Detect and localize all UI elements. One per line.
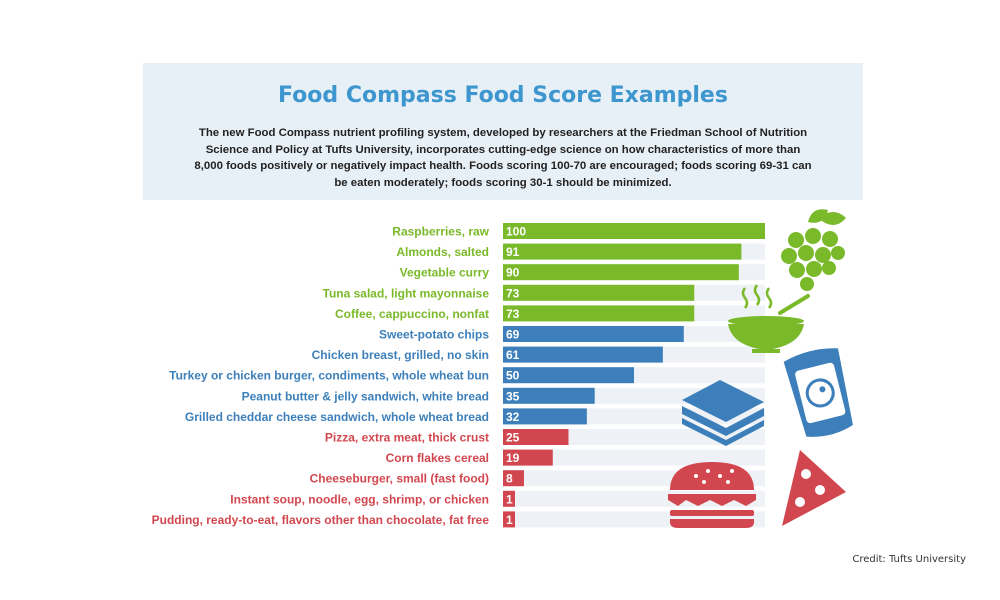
bar [503, 511, 515, 528]
bar-value-label: 8 [506, 472, 513, 486]
category-label: Cheeseburger, small (fast food) [310, 472, 489, 486]
bar [503, 305, 695, 322]
bar-value-label: 69 [506, 328, 520, 342]
category-label: Chicken breast, grilled, no skin [312, 348, 489, 362]
bar [503, 346, 663, 363]
category-label: Vegetable curry [400, 266, 490, 280]
bar-value-label: 91 [506, 245, 520, 259]
bar-value-label: 50 [506, 369, 520, 383]
bar [503, 326, 684, 342]
chart-title: Food Compass Food Score Examples [278, 83, 728, 108]
category-label: Instant soup, noodle, egg, shrimp, or ch… [230, 492, 489, 506]
bar [503, 470, 524, 487]
grapes-icon [781, 209, 846, 291]
header-panel: Food Compass Food Score Examples The new… [143, 63, 863, 200]
chart-description: The new Food Compass nutrient profiling … [194, 127, 812, 189]
bar [503, 490, 515, 507]
category-label: Corn flakes cereal [386, 451, 489, 465]
category-label: Sweet-potato chips [379, 328, 489, 342]
bar-value-label: 90 [506, 266, 520, 280]
bar-value-label: 100 [506, 225, 526, 239]
bars-layer: 100 Raspberries, raw 91 Almonds, salted 90 Ve… [152, 223, 765, 528]
category-label: Pizza, extra meat, thick crust [325, 431, 489, 445]
category-label: Tuna salad, light mayonnaise [323, 286, 490, 300]
bar-value-label: 35 [506, 389, 520, 403]
category-label: Turkey or chicken burger, condiments, wh… [169, 369, 489, 383]
pizza-slice-icon [782, 450, 846, 526]
chips-bag-icon [783, 348, 853, 437]
bar-value-label: 19 [506, 451, 520, 465]
bar-value-label: 1 [506, 492, 513, 506]
bar [503, 264, 739, 281]
bar-value-label: 73 [506, 307, 520, 321]
bar [503, 243, 742, 260]
bar-value-label: 73 [506, 286, 520, 300]
bar [503, 429, 569, 445]
category-label: Grilled cheddar cheese sandwich, whole w… [185, 410, 489, 424]
bar [503, 387, 595, 404]
category-label: Coffee, cappuccino, nonfat [335, 307, 489, 321]
category-label: Peanut butter & jelly sandwich, white br… [242, 389, 489, 403]
credit-text: Credit: Tufts University [852, 554, 966, 565]
bar [503, 223, 765, 239]
bar [503, 284, 695, 301]
soup-bowl-icon [728, 284, 810, 353]
bar-value-label: 61 [506, 348, 520, 362]
bar [503, 408, 587, 425]
bar-value-label: 25 [506, 431, 520, 445]
bar-value-label: 32 [506, 410, 520, 424]
category-label: Raspberries, raw [392, 225, 489, 239]
sandwich-icon [682, 380, 764, 446]
category-label: Almonds, salted [396, 245, 489, 259]
category-label: Pudding, ready-to-eat, flavors other tha… [152, 513, 490, 527]
bar-track [503, 449, 765, 466]
burger-icon [668, 462, 756, 528]
bar [503, 367, 634, 384]
bar-value-label: 1 [506, 513, 513, 527]
bar [503, 449, 553, 466]
